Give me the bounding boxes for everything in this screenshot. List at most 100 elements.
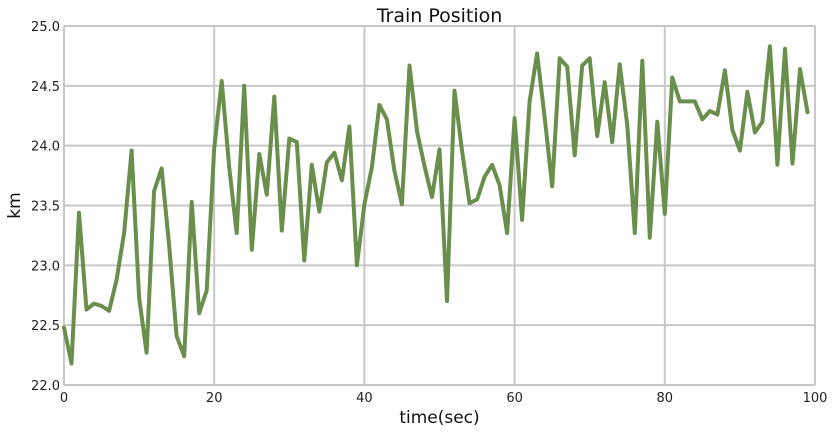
data-point bbox=[63, 327, 65, 329]
data-point bbox=[574, 154, 576, 156]
data-point bbox=[551, 185, 553, 187]
data-point bbox=[476, 199, 478, 201]
data-point bbox=[589, 57, 591, 59]
data-point bbox=[423, 165, 425, 167]
data-point bbox=[138, 297, 140, 299]
data-point bbox=[341, 179, 343, 181]
data-point bbox=[236, 232, 238, 234]
data-point bbox=[799, 68, 801, 70]
y-tick-label: 23.0 bbox=[31, 259, 60, 274]
data-point bbox=[408, 64, 410, 66]
data-point bbox=[686, 100, 688, 102]
data-point bbox=[168, 244, 170, 246]
data-point bbox=[664, 213, 666, 215]
data-point bbox=[93, 303, 95, 305]
data-point bbox=[303, 260, 305, 262]
data-point bbox=[529, 100, 531, 102]
data-point bbox=[701, 118, 703, 120]
data-point bbox=[536, 53, 538, 55]
data-point bbox=[86, 309, 88, 311]
data-point bbox=[266, 194, 268, 196]
data-point bbox=[78, 212, 80, 214]
data-point bbox=[716, 114, 718, 116]
data-point bbox=[694, 100, 696, 102]
data-point bbox=[544, 116, 546, 118]
data-point bbox=[566, 66, 568, 68]
data-point bbox=[206, 289, 208, 291]
data-point bbox=[746, 91, 748, 93]
data-point bbox=[326, 161, 328, 163]
data-point bbox=[191, 201, 193, 203]
data-point bbox=[318, 210, 320, 212]
data-point bbox=[791, 163, 793, 165]
data-point bbox=[611, 141, 613, 143]
data-point bbox=[356, 264, 358, 266]
data-point bbox=[183, 355, 185, 357]
data-point bbox=[333, 152, 335, 154]
data-point bbox=[251, 249, 253, 251]
data-point bbox=[776, 164, 778, 166]
x-tick-label: 100 bbox=[803, 391, 828, 406]
data-point bbox=[221, 80, 223, 82]
data-point bbox=[228, 166, 230, 168]
data-point bbox=[213, 147, 215, 149]
data-point bbox=[71, 362, 73, 364]
data-point bbox=[461, 149, 463, 151]
data-point bbox=[393, 170, 395, 172]
data-point bbox=[784, 48, 786, 50]
data-point bbox=[108, 310, 110, 312]
data-point bbox=[559, 57, 561, 59]
data-point bbox=[311, 164, 313, 166]
data-point bbox=[731, 129, 733, 131]
data-point bbox=[626, 124, 628, 126]
data-point bbox=[641, 60, 643, 62]
data-point bbox=[243, 85, 245, 87]
x-axis-label: time(sec) bbox=[399, 408, 479, 428]
data-point bbox=[446, 300, 448, 302]
data-point bbox=[416, 130, 418, 132]
y-tick-label: 23.5 bbox=[31, 200, 60, 215]
data-point bbox=[348, 126, 350, 128]
data-point bbox=[634, 232, 636, 234]
y-axis-label: km bbox=[5, 192, 25, 218]
data-point bbox=[198, 312, 200, 314]
data-point bbox=[656, 121, 658, 123]
data-points bbox=[63, 45, 808, 364]
data-point bbox=[123, 232, 125, 234]
data-point bbox=[176, 335, 178, 337]
data-point bbox=[806, 111, 808, 113]
data-point bbox=[258, 153, 260, 155]
data-point bbox=[596, 135, 598, 137]
data-point bbox=[604, 81, 606, 83]
data-point bbox=[739, 149, 741, 151]
data-point bbox=[378, 104, 380, 106]
data-point bbox=[506, 232, 508, 234]
data-point bbox=[386, 118, 388, 120]
data-point bbox=[371, 166, 373, 168]
data-point bbox=[454, 90, 456, 92]
data-point bbox=[116, 279, 118, 281]
data-point bbox=[754, 132, 756, 134]
y-tick-label: 22.0 bbox=[31, 379, 60, 394]
data-point bbox=[431, 196, 433, 198]
y-tick-label: 22.5 bbox=[31, 319, 60, 334]
x-tick-label: 0 bbox=[60, 391, 68, 406]
data-point bbox=[724, 69, 726, 71]
data-point bbox=[401, 203, 403, 205]
data-point bbox=[153, 190, 155, 192]
y-tick-label: 24.0 bbox=[31, 140, 60, 155]
data-point bbox=[514, 117, 516, 119]
data-point bbox=[363, 203, 365, 205]
data-point bbox=[131, 149, 133, 151]
data-point bbox=[281, 230, 283, 232]
tick-labels: 0 20 40 60 80 100 22.0 22.5 23.0 23.5 24.0 24.5 25.0 bbox=[31, 20, 827, 406]
data-point bbox=[769, 45, 771, 47]
data-point bbox=[671, 76, 673, 78]
data-point bbox=[761, 121, 763, 123]
y-tick-label: 24.5 bbox=[31, 80, 60, 95]
data-point bbox=[491, 164, 493, 166]
data-point bbox=[581, 64, 583, 66]
data-point bbox=[499, 184, 501, 186]
data-point bbox=[161, 167, 163, 169]
